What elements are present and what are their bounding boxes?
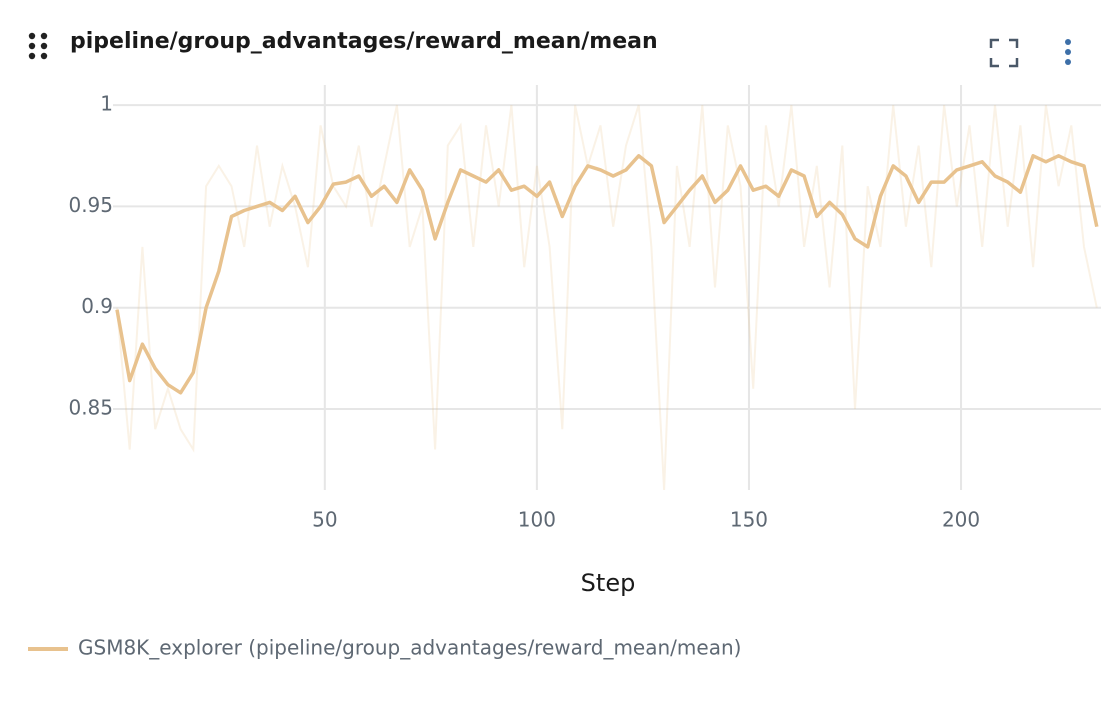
legend-label[interactable]: GSM8K_explorer (pipeline/group_advantage… [78,636,741,660]
y-tick-label: 1 [100,92,113,116]
drag-handle[interactable] [28,32,48,60]
fullscreen-button[interactable] [989,38,1019,68]
menu-button[interactable] [1065,39,1071,65]
x-axis-label: Step [581,569,636,597]
smoothed-line [115,154,1099,395]
x-tick-label: 100 [518,508,556,532]
x-tick-label: 150 [730,508,768,532]
x-tick-label: 200 [942,508,980,532]
raw-line [116,104,1098,491]
y-tick-label: 0.9 [81,294,113,318]
y-tick-label: 0.85 [68,395,113,419]
y-tick-label: 0.95 [68,193,113,217]
x-tick-label: 50 [312,508,337,532]
chart-title: pipeline/group_advantages/reward_mean/me… [70,29,658,54]
